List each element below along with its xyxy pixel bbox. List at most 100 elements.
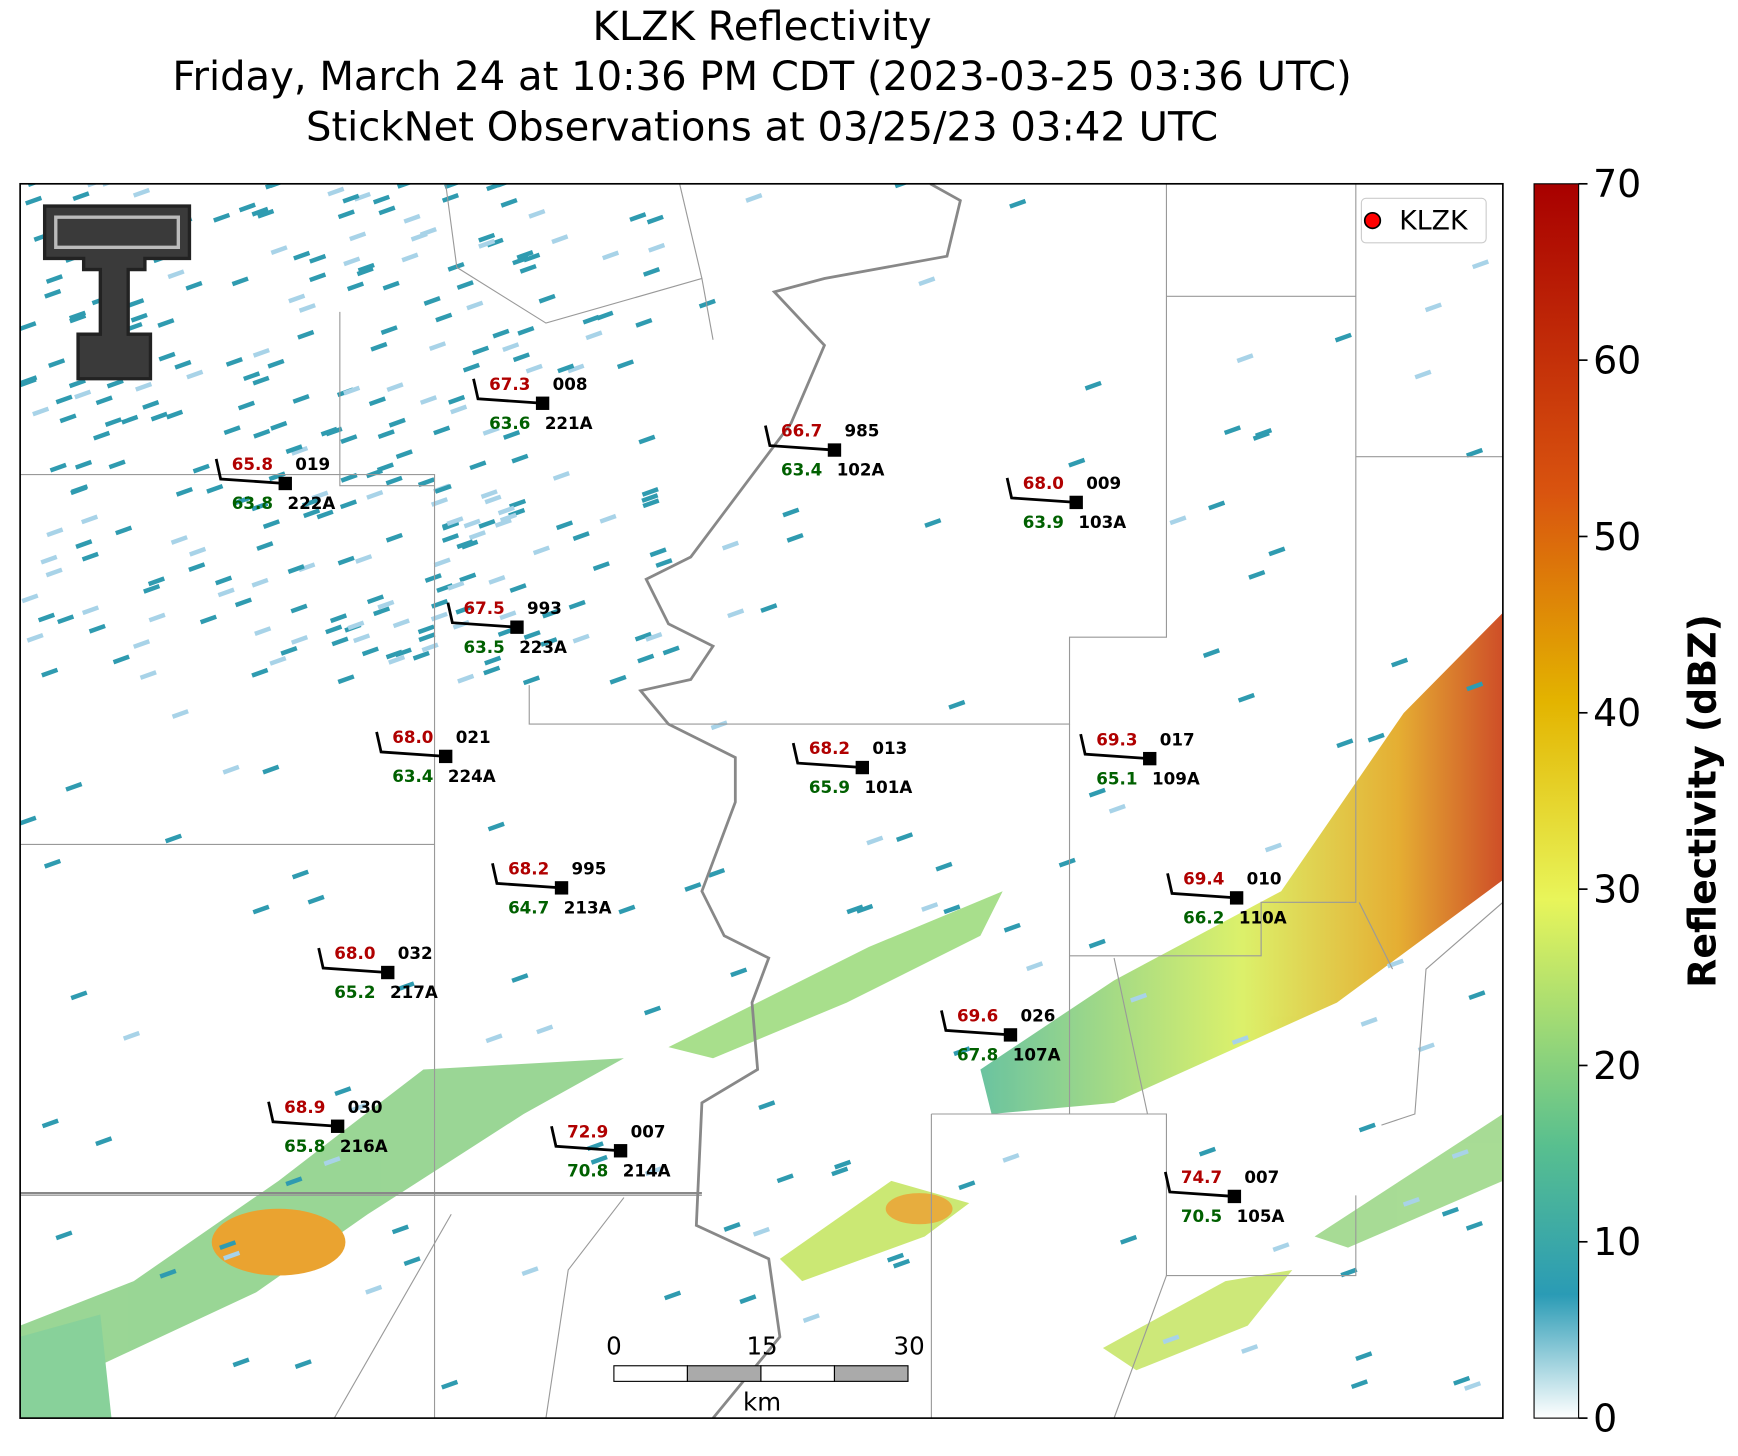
echo-dash: [365, 1284, 383, 1295]
station-id: 224A: [448, 766, 496, 786]
echo-dash: [634, 631, 652, 642]
echo-dash: [372, 194, 391, 205]
temperature: 68.9: [284, 1097, 325, 1117]
echo-dash: [142, 400, 160, 410]
dewpoint: 65.8: [284, 1136, 325, 1156]
echo-dash: [424, 573, 442, 583]
echo-dash: [886, 1252, 905, 1263]
echo-dash: [213, 212, 231, 223]
pressure: 995: [572, 858, 607, 878]
echo-dash: [441, 533, 460, 543]
echo-dash: [285, 444, 303, 455]
echo-dash: [132, 639, 151, 649]
echo-dash: [251, 667, 269, 678]
temperature: 69.3: [1096, 729, 1137, 749]
echo-dash: [1340, 1267, 1358, 1278]
echo-dash: [1002, 1152, 1020, 1163]
echo-dash: [366, 594, 385, 605]
echo-dash: [188, 562, 206, 572]
echo-dash: [355, 554, 373, 564]
echo-dash: [419, 395, 438, 405]
echo-dash: [81, 605, 100, 616]
echo-dash: [1402, 1196, 1420, 1207]
echo-dash: [25, 195, 43, 206]
legend: KLZK: [1360, 197, 1487, 244]
echo-dash: [421, 642, 439, 653]
county-lines: [20, 183, 1503, 1419]
wind-barb: [472, 378, 543, 405]
pressure: 030: [348, 1097, 383, 1117]
subtitle: Friday, March 24 at 10:36 PM CDT (2023-0…: [172, 54, 1351, 100]
echo-dash: [567, 363, 585, 374]
echo-dash: [645, 632, 663, 642]
echo-dash: [1471, 259, 1490, 270]
echo-dash: [1334, 332, 1352, 343]
echo-dash: [572, 531, 590, 541]
echo-dash: [361, 646, 379, 657]
echo-dash: [293, 250, 311, 261]
colorbar-tick-label: 0: [1593, 1396, 1617, 1440]
echo-dash: [347, 620, 365, 631]
echo-dash: [267, 358, 285, 369]
echo-dash: [269, 655, 287, 666]
station-id: 105A: [1237, 1206, 1285, 1226]
echo-dash: [492, 328, 510, 339]
echo-dash: [568, 599, 586, 610]
station-marker: [554, 881, 569, 895]
dewpoint: 63.9: [1023, 512, 1064, 532]
echo-dash: [758, 1100, 776, 1111]
echo-dash: [468, 530, 486, 540]
echo-dash: [164, 833, 183, 844]
echo-dash: [392, 618, 410, 629]
wind-barb: [1163, 1171, 1235, 1198]
pressure: 993: [527, 598, 562, 618]
echo-dash: [482, 426, 500, 436]
echo-dash: [953, 1046, 971, 1057]
echo-dash: [485, 1033, 503, 1044]
echo-dash: [418, 632, 436, 643]
echo-dash: [45, 274, 63, 284]
echo-dash: [516, 250, 534, 260]
station-id: 217A: [390, 982, 438, 1002]
pressure: 985: [844, 421, 879, 441]
pressure: 009: [1086, 473, 1121, 493]
station-marker: [1003, 1028, 1018, 1042]
scale-label: 15: [746, 1332, 777, 1361]
echo-dash: [349, 231, 367, 242]
wind-barb: [791, 742, 863, 769]
echo-dash: [303, 508, 321, 519]
echo-dash: [368, 396, 386, 407]
wind-barb: [550, 1125, 621, 1153]
station-id: 102A: [837, 460, 885, 480]
echo-dash: [106, 378, 124, 389]
scale-segment: [613, 1365, 688, 1382]
echo-dash: [1231, 1035, 1249, 1045]
station-id: 216A: [340, 1136, 388, 1156]
station-id: 213A: [564, 897, 612, 917]
echo-dash: [417, 624, 435, 635]
river: [638, 183, 962, 1419]
echo-dash: [26, 632, 44, 643]
echo-dash: [1202, 648, 1220, 658]
echo-dash: [175, 486, 193, 497]
echo-dash: [353, 633, 371, 644]
station-marker: [613, 1144, 628, 1158]
echo-dash: [215, 575, 233, 586]
legend-label: KLZK: [1399, 205, 1469, 236]
echo-dash: [294, 1359, 312, 1369]
echo-dash: [298, 303, 316, 313]
echo-dash: [290, 603, 308, 614]
echo-dash: [292, 394, 310, 404]
echo-dash: [370, 341, 388, 352]
echo-dash: [635, 317, 653, 328]
echo-dash: [243, 371, 261, 382]
echo-dash: [1252, 431, 1270, 441]
echo-dash: [122, 1030, 141, 1041]
echo-dash: [71, 484, 89, 495]
map-area: 67.3 008 63.6 221A 65.8 019 63.8 222A 66.7 985 63.…: [20, 183, 1503, 1419]
echo-dash: [948, 699, 966, 710]
dewpoint: 64.7: [508, 897, 549, 917]
echo-dash: [1068, 457, 1086, 468]
echo-dash: [442, 520, 460, 531]
echo-dash: [1453, 1375, 1471, 1386]
